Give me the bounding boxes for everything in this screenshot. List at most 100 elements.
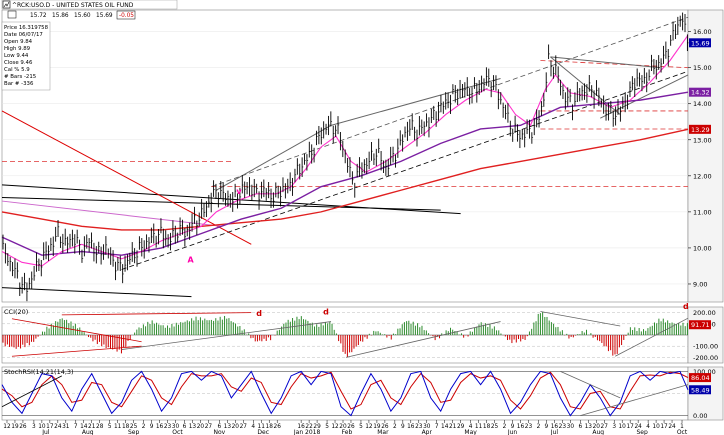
price-tick-label: 12.00 — [693, 172, 712, 180]
price-tick-label: 9.00 — [693, 280, 707, 288]
x-day-label: 2 — [393, 424, 397, 430]
trend-line — [330, 78, 501, 126]
x-day-label: 19 — [373, 424, 381, 430]
header-ohlc-value: 15.60 — [74, 13, 91, 19]
stoch-title: StochRSI(14,21(14,3) — [4, 368, 74, 376]
x-day-label: 6 — [183, 424, 187, 430]
x-day-label: 23 — [415, 424, 423, 430]
x-day-label: 5 — [325, 424, 329, 430]
x-day-label: 9 — [401, 424, 405, 430]
cci-panel: 200.00100.00-100.00-200.00dddCCI(20)91.7… — [2, 302, 718, 362]
info-row: Close 9.46 — [4, 60, 33, 66]
cci-marker: d — [256, 309, 262, 318]
trend-line — [540, 60, 689, 69]
price-panel: 9.00 10.00 11.00 12.00 13.00 14.00 15.00 16.00 A… — [1, 12, 712, 302]
x-day-label: 22 — [305, 424, 313, 430]
trend-line — [211, 16, 689, 188]
x-day-label: 6 — [578, 424, 582, 430]
x-day-label: 10 — [618, 424, 626, 430]
cci-value-tag — [689, 320, 711, 330]
chart-title: ^RCK:USO.D - UNITED STATES OIL FUND — [12, 2, 134, 9]
x-day-label: 2 — [142, 424, 146, 430]
x-day-label: 3 — [32, 424, 36, 430]
x-day-label: 2 — [537, 424, 541, 430]
stoch-fast-line — [1, 370, 689, 417]
header-change-value: -0.05 — [119, 13, 134, 19]
x-day-label: 21 — [449, 424, 457, 430]
stoch-trend-line — [1, 375, 63, 408]
x-day-label: 4 — [469, 424, 473, 430]
header-square-icon — [7, 10, 17, 19]
x-month-label: Aug — [592, 429, 604, 435]
cci-trend-line — [540, 311, 621, 327]
info-row: Price 16.319758 — [4, 25, 49, 31]
header-change-box — [116, 10, 136, 20]
x-day-label: 20 — [339, 424, 347, 430]
cci-marker: d — [323, 307, 329, 316]
x-day-label: 3 — [612, 424, 616, 430]
x-day-label: 20 — [197, 424, 205, 430]
price-annotation: A — [187, 255, 194, 264]
price-tag — [689, 38, 711, 48]
x-day-label: 17 — [626, 424, 634, 430]
header-box — [1, 0, 178, 10]
x-day-label: 16 — [551, 424, 559, 430]
x-day-label: 12 — [3, 424, 11, 430]
ema-fast-line — [1, 34, 689, 267]
x-month-label: Mar — [377, 429, 389, 435]
header-ohlc-value: 15.86 — [52, 13, 69, 19]
price-tick-label: 15.00 — [693, 64, 712, 72]
x-day-label: 18 — [122, 424, 130, 430]
x-day-label: 1 — [680, 424, 684, 430]
cci-marker: d — [683, 302, 689, 311]
price-tag-label: 15.69 — [691, 39, 710, 47]
x-day-label: 20 — [232, 424, 240, 430]
x-day-label: 6 — [218, 424, 222, 430]
ema-mid-line — [1, 91, 689, 256]
x-day-label: 28 — [96, 424, 104, 430]
x-day-label: 16 — [407, 424, 415, 430]
stoch-tick-label: 100.00 — [693, 368, 716, 376]
x-day-label: 18 — [266, 424, 274, 430]
price-tick-label: 13.00 — [693, 136, 712, 144]
x-day-label: 4 — [646, 424, 650, 430]
x-day-label: 24 — [634, 424, 642, 430]
x-day-label: 10 — [38, 424, 46, 430]
x-month-label: Nov — [214, 429, 226, 435]
x-day-label: 27 — [240, 424, 248, 430]
x-day-label: 17 — [46, 424, 54, 430]
cci-value-tag-label: 91.71 — [691, 321, 710, 329]
trend-line — [1, 287, 192, 298]
x-day-label: 24 — [54, 424, 62, 430]
header-ohlc-value: 15.72 — [30, 13, 47, 19]
trend-line — [550, 56, 661, 69]
chart-icon-glyph — [3, 1, 10, 8]
x-day-label: 7 — [435, 424, 439, 430]
x-day-label: 13 — [189, 424, 197, 430]
cci-trend-line — [11, 345, 142, 357]
stoch-value-tag-label: 58.49 — [691, 386, 710, 394]
cci-trend-line — [121, 321, 332, 350]
x-day-label: 12 — [331, 424, 339, 430]
x-day-label: 24 — [668, 424, 676, 430]
x-day-label: 13 — [585, 424, 593, 430]
price-tick-label: 11.00 — [693, 208, 712, 216]
x-month-label: Dec — [257, 429, 269, 435]
x-day-label: 29 — [457, 424, 465, 430]
x-day-label: 26 — [347, 424, 355, 430]
x-day-label: 10 — [652, 424, 660, 430]
cci-trend-line — [61, 312, 252, 316]
price-tick-label: 10.00 — [693, 244, 712, 252]
cci-trend-line — [345, 321, 501, 358]
cci-trend-line — [615, 317, 689, 357]
price-tag-label: 13.29 — [691, 126, 710, 134]
x-month-label: Jul — [550, 429, 559, 435]
x-day-label: 11 — [258, 424, 266, 430]
price-annotation: v — [236, 187, 242, 196]
stoch-tick-label: 0.00 — [693, 412, 707, 420]
cci-tick-label: -100.00 — [693, 343, 718, 351]
cci-tick-label: -200.00 — [693, 354, 718, 362]
info-row: Cal % 5.9 — [4, 67, 30, 73]
stochrsi-panel: 100.00 0.00 StochRSI(14,21(14,3) 86.04 58.49 — [1, 368, 716, 420]
